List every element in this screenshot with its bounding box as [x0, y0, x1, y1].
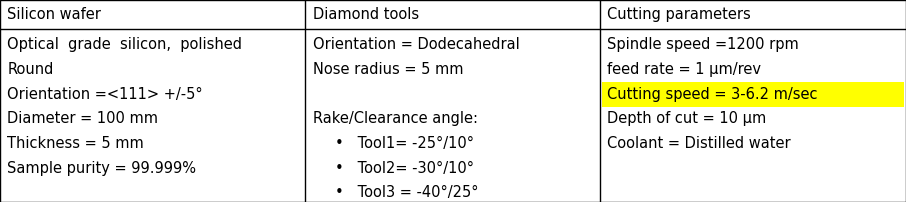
Text: Spindle speed =1200 rpm: Spindle speed =1200 rpm — [607, 37, 799, 52]
Text: Cutting speed = 3-6.2 m/sec: Cutting speed = 3-6.2 m/sec — [607, 87, 817, 102]
Text: Diamond tools: Diamond tools — [313, 7, 419, 22]
Text: Orientation = Dodecahedral: Orientation = Dodecahedral — [313, 37, 519, 52]
Text: Rake/Clearance angle:: Rake/Clearance angle: — [313, 111, 477, 126]
Text: Cutting parameters: Cutting parameters — [607, 7, 751, 22]
Text: Diameter = 100 mm: Diameter = 100 mm — [7, 111, 159, 126]
Text: feed rate = 1 μm/rev: feed rate = 1 μm/rev — [607, 62, 761, 77]
Text: Round: Round — [7, 62, 53, 77]
Text: Nose radius = 5 mm: Nose radius = 5 mm — [313, 62, 463, 77]
Text: Coolant = Distilled water: Coolant = Distilled water — [607, 136, 791, 151]
Bar — [602, 82, 904, 107]
Text: •   Tool3 = -40°/25°: • Tool3 = -40°/25° — [335, 185, 478, 200]
Text: •   Tool2= -30°/10°: • Tool2= -30°/10° — [335, 161, 474, 176]
Text: Optical  grade  silicon,  polished: Optical grade silicon, polished — [7, 37, 242, 52]
Text: Silicon wafer: Silicon wafer — [7, 7, 101, 22]
Text: Thickness = 5 mm: Thickness = 5 mm — [7, 136, 144, 151]
Text: •   Tool1= -25°/10°: • Tool1= -25°/10° — [335, 136, 474, 151]
Text: Depth of cut = 10 μm: Depth of cut = 10 μm — [607, 111, 766, 126]
Text: Sample purity = 99.999%: Sample purity = 99.999% — [7, 161, 197, 176]
Text: Orientation =<111> +/-5°: Orientation =<111> +/-5° — [7, 87, 203, 102]
